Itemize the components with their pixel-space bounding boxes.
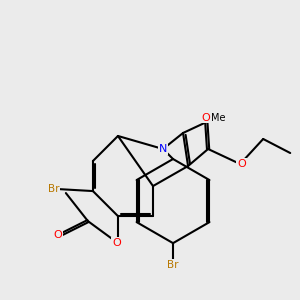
Text: O: O [53,230,62,240]
Text: N: N [159,144,167,154]
Text: O: O [202,112,211,123]
Text: O: O [237,159,246,169]
Text: O: O [112,238,121,248]
Text: Br: Br [167,260,179,269]
Text: Me: Me [212,113,226,123]
Text: Br: Br [48,184,59,194]
